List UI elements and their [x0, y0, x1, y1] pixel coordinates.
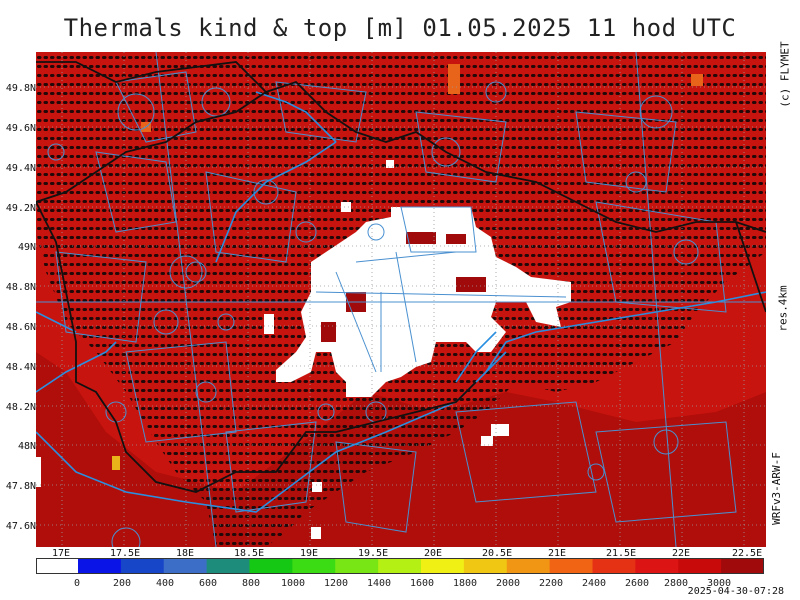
- lon-label-21-5: 21.5E: [606, 548, 637, 559]
- colorbar-swatch: [463, 558, 508, 574]
- lon-label-17: 17E: [52, 548, 71, 559]
- hotspot: [112, 456, 120, 470]
- graticule: [36, 52, 766, 547]
- lat-label-49: 49N: [17, 242, 36, 253]
- lat-label-49-4: 49.4N: [5, 163, 36, 174]
- dark-patch: [406, 232, 436, 244]
- colorbar-frame: [36, 558, 764, 574]
- colorbar-swatch: [249, 558, 293, 574]
- colorbar-swatch: [163, 558, 208, 574]
- lon-label-19-5: 19.5E: [358, 548, 389, 559]
- colorbar-label: 3000: [707, 578, 732, 589]
- clear-cell: [481, 436, 493, 446]
- colorbar-label: 1400: [367, 578, 392, 589]
- colorbar-label: 1600: [410, 578, 435, 589]
- airspace-lines: [36, 52, 766, 547]
- country-borders: [36, 61, 766, 493]
- lat-label-48-4: 48.4N: [5, 362, 36, 373]
- dark-patch: [446, 234, 466, 244]
- colorbar-swatch: [335, 558, 379, 574]
- clear-cell: [36, 457, 41, 487]
- copyright-label: (c) FLYMET: [778, 41, 792, 108]
- lat-label-49-2: 49.2N: [5, 203, 36, 214]
- lat-label-49-6: 49.6N: [5, 123, 36, 134]
- lat-label-47-6: 47.6N: [5, 521, 36, 532]
- colorbar-label: 400: [156, 578, 175, 589]
- colorbar-swatch: [36, 558, 79, 574]
- model-label: WRFv3-ARW-F: [769, 452, 783, 525]
- clear-cell: [264, 314, 274, 334]
- colorbar-label: 0: [74, 578, 81, 589]
- colorbar-swatch: [549, 558, 593, 574]
- lon-label-20-5: 20.5E: [482, 548, 513, 559]
- colorbar-swatch: [292, 558, 336, 574]
- lat-label-48-2: 48.2N: [5, 402, 36, 413]
- clear-cell: [311, 527, 321, 539]
- lon-label-18: 18E: [176, 548, 195, 559]
- colorbar-swatch: [120, 558, 165, 574]
- colorbar-label: 1000: [281, 578, 306, 589]
- colorbar-swatch: [721, 558, 764, 574]
- lon-label-22-5: 22.5E: [732, 548, 763, 559]
- colorbar-swatch: [678, 558, 722, 574]
- lon-label-18-5: 18.5E: [234, 548, 265, 559]
- lon-label-21: 21E: [548, 548, 567, 559]
- clear-cell: [491, 424, 509, 436]
- lat-label-47-8: 47.8N: [5, 481, 36, 492]
- colorbar-label: 1800: [453, 578, 478, 589]
- dark-patch: [321, 322, 336, 342]
- thermal-map: [36, 52, 766, 547]
- colorbar-swatch: [421, 558, 465, 574]
- colorbar-swatch: [78, 558, 122, 574]
- colorbar-label: 2000: [496, 578, 521, 589]
- lon-label-17-5: 17.5E: [110, 548, 141, 559]
- colorbar-swatch: [378, 558, 422, 574]
- lat-label-48-6: 48.6N: [5, 322, 36, 333]
- clear-cell: [341, 202, 351, 212]
- lat-label-48: 48N: [17, 441, 36, 452]
- clear-cell: [386, 160, 394, 168]
- lon-label-22: 22E: [672, 548, 691, 559]
- hotspot: [448, 64, 460, 94]
- colorbar-label: 600: [199, 578, 218, 589]
- dark-patch: [456, 277, 486, 292]
- resolution-label: res.4km: [776, 285, 790, 332]
- colorbar-swatch: [506, 558, 551, 574]
- colorbar-label: 200: [113, 578, 132, 589]
- colorbar: [36, 558, 764, 574]
- map-title: Thermals kind & top [m] 01.05.2025 11 ho…: [63, 14, 737, 42]
- lon-label-20: 20E: [424, 548, 443, 559]
- colorbar-swatch: [206, 558, 250, 574]
- colorbar-label: 800: [242, 578, 261, 589]
- colorbar-label: 2200: [539, 578, 564, 589]
- clear-cell: [312, 482, 322, 492]
- hotspot: [691, 74, 703, 86]
- colorbar-swatch: [592, 558, 636, 574]
- colorbar-label: 2400: [582, 578, 607, 589]
- run-timestamp: 2025-04-30-07:28: [687, 586, 784, 597]
- lon-label-19: 19E: [300, 548, 319, 559]
- colorbar-swatch: [635, 558, 679, 574]
- lat-label-48-8: 48.8N: [5, 282, 36, 293]
- colorbar-label: 1200: [324, 578, 349, 589]
- colorbar-label: 2600: [625, 578, 650, 589]
- lat-label-49-8: 49.8N: [5, 83, 36, 94]
- colorbar-label: 2800: [664, 578, 689, 589]
